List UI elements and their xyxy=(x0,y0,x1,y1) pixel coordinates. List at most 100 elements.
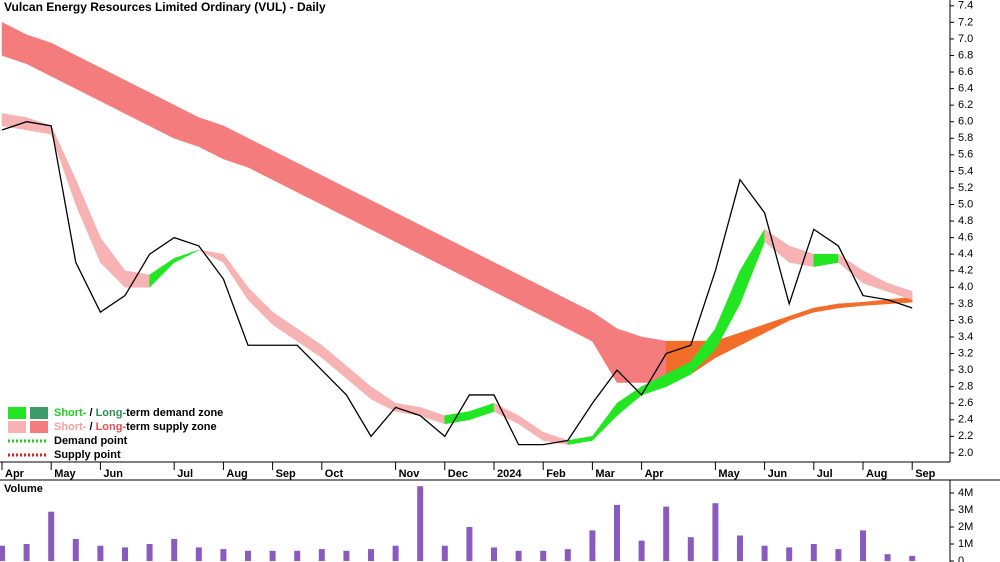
x-tick-label: Aug xyxy=(866,468,887,480)
legend-label: Demand point xyxy=(54,435,128,447)
long-term-zone-segment xyxy=(395,212,421,255)
y-tick-label: 3.2 xyxy=(958,347,973,359)
long-term-zone-segment xyxy=(592,311,618,384)
y-tick-label: 2.6 xyxy=(958,397,973,409)
volume-bar xyxy=(761,545,768,561)
volume-bar xyxy=(515,550,522,561)
legend-text-part: Long- xyxy=(96,407,127,419)
x-tick-label: Feb xyxy=(546,468,566,480)
long-term-zone-segment xyxy=(862,299,888,306)
long-term-zone-segment xyxy=(272,150,298,193)
long-term-zone-segment xyxy=(739,324,765,346)
long-term-zone-segment xyxy=(493,262,519,305)
y-tick-label: 6.6 xyxy=(958,66,973,78)
volume-bar xyxy=(810,544,817,561)
short-term-zone-segment xyxy=(173,249,199,263)
y-tick-label: 6.4 xyxy=(958,82,973,94)
legend-text-part: Short- xyxy=(54,407,87,419)
x-tick-label: Dec xyxy=(448,468,468,480)
volume-bar xyxy=(491,547,497,561)
x-tick-label: Jul xyxy=(177,468,193,480)
short-term-zone-segment xyxy=(469,402,495,421)
short-term-zone-segment xyxy=(272,311,298,342)
volume-bar xyxy=(195,547,202,561)
long-term-zone-segment xyxy=(50,42,77,89)
legend-text-part: Demand point xyxy=(54,435,128,447)
x-tick-label: Nov xyxy=(399,468,421,480)
long-term-zone-segment xyxy=(788,307,815,321)
price-line xyxy=(1,121,913,446)
volume-bar xyxy=(146,544,153,561)
volume-bar xyxy=(294,550,301,561)
short-term-zone-segment xyxy=(1,113,27,131)
x-tick-label: 2024 xyxy=(497,468,522,480)
short-term-zone-segment xyxy=(296,328,323,359)
short-term-zone-segment xyxy=(223,253,249,301)
x-tick-label: Aug xyxy=(226,468,247,480)
legend-text-part: / xyxy=(86,421,95,433)
short-term-zone-segment xyxy=(592,402,618,442)
short-term-zone-segment xyxy=(419,407,446,425)
long-term-zone-segment xyxy=(100,67,126,114)
volume-bar xyxy=(663,506,670,561)
y-tick-label: 5.0 xyxy=(958,198,973,210)
long-term-zone-segment xyxy=(247,137,273,181)
short-term-zone-segment xyxy=(518,415,544,441)
volume-bar xyxy=(712,503,719,561)
volume-bar xyxy=(343,550,350,561)
volume-bar xyxy=(171,538,178,561)
y-tick-label: 6.2 xyxy=(958,99,973,111)
long-term-zone-segment xyxy=(813,303,839,313)
x-tick-label: Apr xyxy=(5,468,25,480)
long-term-zone-segment xyxy=(838,301,864,309)
volume-bar xyxy=(245,550,251,561)
y-tick-label: 4.2 xyxy=(958,265,973,277)
short-term-zone-segment xyxy=(813,253,839,267)
y-tick-label: 5.6 xyxy=(958,149,973,161)
y-tick-label: 3.6 xyxy=(958,314,973,326)
long-term-zone-segment xyxy=(444,237,470,280)
volume-bar xyxy=(737,535,743,561)
y-tick-label: 7.2 xyxy=(958,16,973,28)
short-term-zone-segment xyxy=(739,228,765,304)
volume-bar xyxy=(48,511,55,561)
y-tick-label: 7.4 xyxy=(958,0,973,12)
long-term-zone-segment xyxy=(296,162,323,205)
long-term-zone-segment xyxy=(75,55,101,102)
short-term-zone-segment xyxy=(567,436,593,445)
short-term-zone-segment xyxy=(887,282,913,301)
legend-swatch xyxy=(30,407,48,419)
short-term-zone-segment xyxy=(444,411,470,425)
long-term-zone-segment xyxy=(223,125,249,168)
short-term-zone-segment xyxy=(100,236,126,288)
long-term-zone-segment xyxy=(173,104,200,147)
y-tick-label: 6.0 xyxy=(958,116,973,128)
y-tick-label: 4.0 xyxy=(958,281,973,293)
volume-bar xyxy=(540,550,547,561)
volume-bar xyxy=(466,527,473,561)
volume-tick-label: 3M xyxy=(958,504,973,516)
volume-bar xyxy=(614,504,620,561)
short-term-zone-segment xyxy=(247,286,273,326)
y-tick-label: 5.4 xyxy=(958,165,973,177)
volume-bar xyxy=(23,544,30,561)
long-term-zone-segment xyxy=(419,224,446,268)
y-tick-label: 2.8 xyxy=(958,381,973,393)
x-tick-label: May xyxy=(718,468,740,480)
volume-bar xyxy=(687,537,694,561)
long-term-zone-segment xyxy=(370,199,396,243)
y-tick-label: 2.4 xyxy=(958,414,973,426)
y-tick-label: 4.6 xyxy=(958,232,973,244)
volume-bar xyxy=(884,554,891,561)
long-term-zone-segment xyxy=(149,92,175,139)
long-term-zone-segment xyxy=(764,315,790,334)
volume-bar xyxy=(909,555,916,561)
y-tick-label: 4.8 xyxy=(958,215,973,227)
x-tick-label: Apr xyxy=(645,468,665,480)
volume-bar xyxy=(72,538,79,561)
y-tick-label: 2.0 xyxy=(958,447,973,459)
short-term-zone-segment xyxy=(788,245,815,267)
short-term-zone-segment xyxy=(75,179,101,263)
volume-bar xyxy=(417,486,424,561)
